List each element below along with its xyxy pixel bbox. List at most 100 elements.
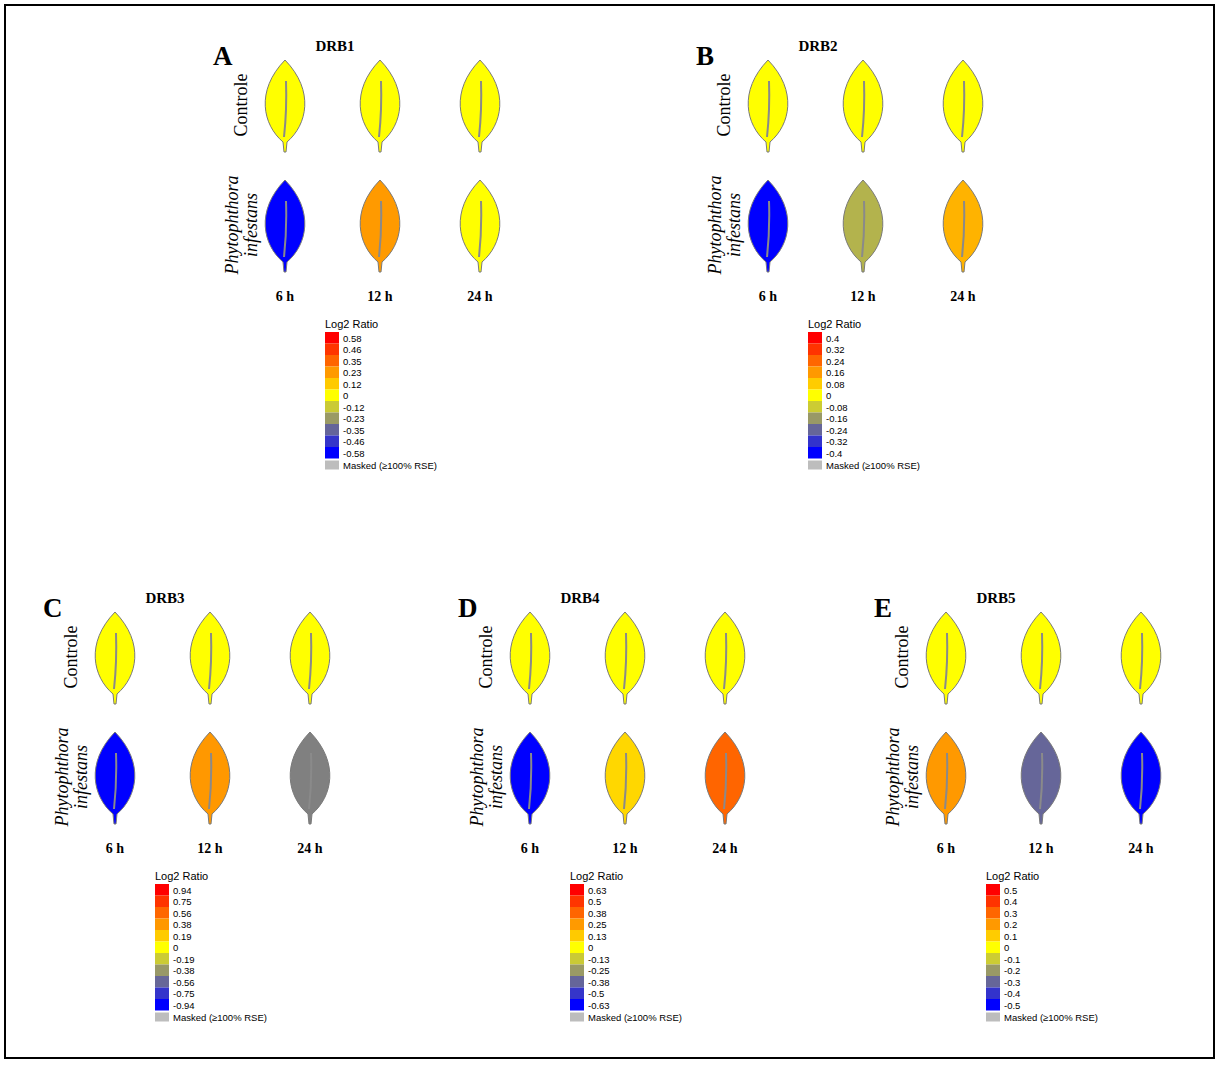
svg-text:6 h: 6 h (276, 289, 295, 304)
svg-text:Masked (≥100% RSE): Masked (≥100% RSE) (343, 460, 437, 471)
svg-text:0.38: 0.38 (173, 919, 192, 930)
svg-text:0.75: 0.75 (173, 896, 192, 907)
svg-text:-0.4: -0.4 (1004, 988, 1020, 999)
svg-text:6 h: 6 h (937, 841, 956, 856)
svg-text:-0.12: -0.12 (343, 402, 365, 413)
svg-text:0.94: 0.94 (173, 885, 192, 896)
svg-text:Masked (≥100% RSE): Masked (≥100% RSE) (173, 1012, 267, 1023)
svg-text:Controle: Controle (476, 625, 496, 688)
svg-text:-0.3: -0.3 (1004, 977, 1020, 988)
svg-text:Log2 Ratio: Log2 Ratio (155, 870, 208, 882)
svg-text:DRB3: DRB3 (145, 590, 184, 606)
svg-text:0.4: 0.4 (1004, 896, 1017, 907)
svg-text:DRB4: DRB4 (560, 590, 600, 606)
svg-text:-0.2: -0.2 (1004, 965, 1020, 976)
svg-text:24 h: 24 h (950, 289, 976, 304)
svg-text:12 h: 12 h (1028, 841, 1054, 856)
svg-text:0.08: 0.08 (826, 379, 845, 390)
svg-text:0.32: 0.32 (826, 344, 845, 355)
svg-text:-0.08: -0.08 (826, 402, 848, 413)
svg-text:-0.63: -0.63 (588, 1000, 610, 1011)
svg-text:Phytophthora: Phytophthora (52, 728, 72, 828)
svg-text:Log2 Ratio: Log2 Ratio (325, 318, 378, 330)
svg-text:0.1: 0.1 (1004, 931, 1017, 942)
svg-text:6 h: 6 h (106, 841, 125, 856)
svg-text:-0.13: -0.13 (588, 954, 610, 965)
svg-text:0.4: 0.4 (826, 333, 839, 344)
svg-text:D: D (458, 593, 478, 623)
svg-text:12 h: 12 h (197, 841, 223, 856)
svg-text:DRB2: DRB2 (798, 38, 837, 54)
svg-text:0.56: 0.56 (173, 908, 192, 919)
svg-text:infestans: infestans (902, 745, 922, 809)
svg-text:DRB5: DRB5 (976, 590, 1015, 606)
svg-text:Phytophthora: Phytophthora (883, 728, 903, 828)
svg-text:-0.56: -0.56 (173, 977, 195, 988)
svg-text:0.23: 0.23 (343, 367, 362, 378)
svg-text:-0.35: -0.35 (343, 425, 365, 436)
svg-text:-0.58: -0.58 (343, 448, 365, 459)
svg-text:-0.75: -0.75 (173, 988, 195, 999)
svg-text:0.38: 0.38 (588, 908, 607, 919)
svg-text:24 h: 24 h (467, 289, 493, 304)
svg-text:-0.4: -0.4 (826, 448, 842, 459)
svg-text:infestans: infestans (724, 193, 744, 257)
svg-text:12 h: 12 h (850, 289, 876, 304)
svg-text:0.16: 0.16 (826, 367, 845, 378)
svg-text:infestans: infestans (241, 193, 261, 257)
svg-text:Masked (≥100% RSE): Masked (≥100% RSE) (588, 1012, 682, 1023)
svg-text:24 h: 24 h (297, 841, 323, 856)
svg-text:0: 0 (588, 942, 593, 953)
svg-text:0.13: 0.13 (588, 931, 607, 942)
svg-text:infestans: infestans (71, 745, 91, 809)
svg-text:Phytophthora: Phytophthora (705, 176, 725, 276)
svg-text:Controle: Controle (61, 625, 81, 688)
svg-text:0.58: 0.58 (343, 333, 362, 344)
svg-text:infestans: infestans (486, 745, 506, 809)
svg-text:Masked (≥100% RSE): Masked (≥100% RSE) (826, 460, 920, 471)
svg-text:0.5: 0.5 (588, 896, 601, 907)
svg-text:-0.24: -0.24 (826, 425, 848, 436)
svg-text:Phytophthora: Phytophthora (467, 728, 487, 828)
svg-text:-0.5: -0.5 (1004, 1000, 1020, 1011)
svg-text:B: B (696, 41, 714, 71)
svg-text:-0.16: -0.16 (826, 413, 848, 424)
svg-text:-0.5: -0.5 (588, 988, 604, 999)
svg-text:0.3: 0.3 (1004, 908, 1017, 919)
svg-text:-0.38: -0.38 (173, 965, 195, 976)
svg-text:Log2 Ratio: Log2 Ratio (986, 870, 1039, 882)
svg-text:0: 0 (826, 390, 831, 401)
svg-text:E: E (874, 593, 892, 623)
svg-text:Log2 Ratio: Log2 Ratio (570, 870, 623, 882)
svg-text:C: C (43, 593, 63, 623)
svg-text:Log2 Ratio: Log2 Ratio (808, 318, 861, 330)
svg-text:24 h: 24 h (1128, 841, 1154, 856)
svg-text:-0.38: -0.38 (588, 977, 610, 988)
svg-text:0.63: 0.63 (588, 885, 607, 896)
svg-text:DRB1: DRB1 (315, 38, 354, 54)
svg-text:0.46: 0.46 (343, 344, 362, 355)
svg-text:-0.25: -0.25 (588, 965, 610, 976)
svg-text:0.35: 0.35 (343, 356, 362, 367)
svg-text:Controle: Controle (714, 73, 734, 136)
svg-text:6 h: 6 h (759, 289, 778, 304)
svg-text:0.24: 0.24 (826, 356, 845, 367)
svg-text:-0.32: -0.32 (826, 436, 848, 447)
svg-text:0: 0 (1004, 942, 1009, 953)
svg-text:12 h: 12 h (612, 841, 638, 856)
svg-text:6 h: 6 h (521, 841, 540, 856)
svg-text:-0.94: -0.94 (173, 1000, 195, 1011)
svg-text:12 h: 12 h (367, 289, 393, 304)
svg-text:-0.19: -0.19 (173, 954, 195, 965)
svg-text:0.12: 0.12 (343, 379, 362, 390)
svg-text:0: 0 (343, 390, 348, 401)
svg-text:Controle: Controle (231, 73, 251, 136)
svg-text:A: A (213, 41, 233, 71)
svg-text:0.5: 0.5 (1004, 885, 1017, 896)
svg-text:-0.46: -0.46 (343, 436, 365, 447)
svg-text:-0.1: -0.1 (1004, 954, 1020, 965)
svg-text:-0.23: -0.23 (343, 413, 365, 424)
svg-text:0: 0 (173, 942, 178, 953)
svg-text:24 h: 24 h (712, 841, 738, 856)
svg-text:Phytophthora: Phytophthora (222, 176, 242, 276)
